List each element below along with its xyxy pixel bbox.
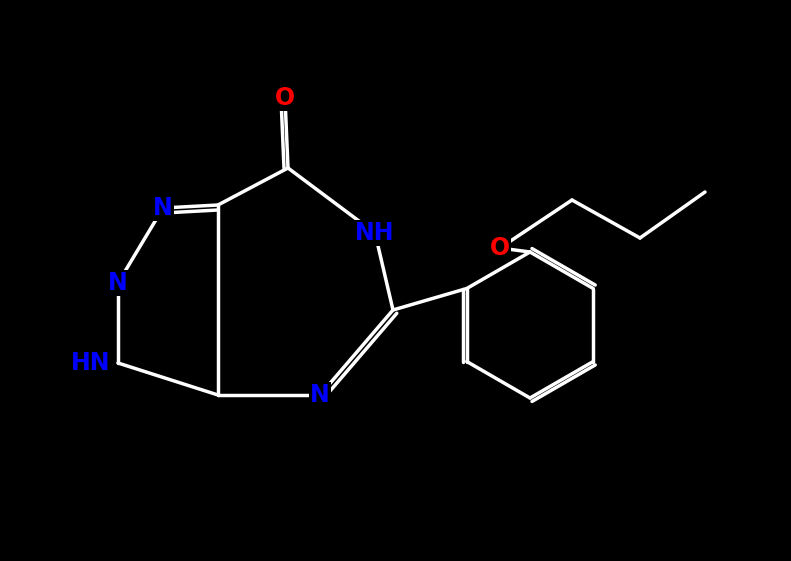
Text: NH: NH xyxy=(355,221,395,245)
Text: O: O xyxy=(275,86,295,110)
Text: N: N xyxy=(153,196,173,220)
Text: N: N xyxy=(310,383,330,407)
Text: N: N xyxy=(108,271,128,295)
Text: HN: HN xyxy=(70,351,110,375)
Text: O: O xyxy=(490,236,510,260)
